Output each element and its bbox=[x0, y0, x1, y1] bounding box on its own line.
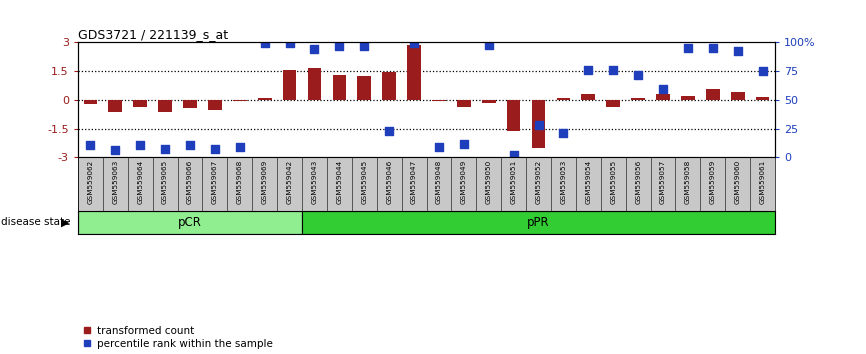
Bar bbox=[507, 100, 520, 131]
Bar bbox=[681, 96, 695, 100]
Bar bbox=[581, 94, 595, 100]
Bar bbox=[233, 100, 247, 101]
Text: GSM559067: GSM559067 bbox=[212, 160, 218, 204]
Bar bbox=[302, 211, 775, 234]
Point bbox=[282, 41, 296, 46]
Text: GSM559069: GSM559069 bbox=[262, 160, 268, 204]
Text: GSM559054: GSM559054 bbox=[585, 160, 591, 204]
Bar bbox=[208, 100, 222, 110]
Point bbox=[656, 86, 670, 92]
Point bbox=[557, 130, 571, 136]
Text: pCR: pCR bbox=[178, 216, 202, 229]
Bar bbox=[382, 72, 396, 100]
Point bbox=[731, 48, 745, 54]
Legend: transformed count, percentile rank within the sample: transformed count, percentile rank withi… bbox=[83, 326, 273, 349]
Point bbox=[756, 68, 770, 74]
Bar bbox=[557, 98, 571, 100]
Text: GSM559044: GSM559044 bbox=[336, 160, 342, 204]
Point bbox=[258, 41, 272, 46]
Bar bbox=[731, 92, 745, 100]
Point bbox=[133, 142, 147, 148]
Point bbox=[432, 144, 446, 149]
Bar bbox=[258, 98, 272, 100]
Text: disease state: disease state bbox=[1, 217, 70, 227]
Text: pPR: pPR bbox=[527, 216, 550, 229]
Bar bbox=[158, 100, 172, 112]
Point bbox=[706, 45, 720, 51]
Text: GSM559056: GSM559056 bbox=[635, 160, 641, 204]
Bar bbox=[481, 100, 495, 103]
Bar bbox=[606, 100, 620, 107]
Point bbox=[507, 153, 520, 158]
Bar bbox=[656, 94, 670, 100]
Text: GSM559047: GSM559047 bbox=[411, 160, 417, 204]
Text: GSM559057: GSM559057 bbox=[660, 160, 666, 204]
Point bbox=[481, 42, 495, 48]
Text: GSM559055: GSM559055 bbox=[611, 160, 617, 204]
Text: GSM559066: GSM559066 bbox=[187, 160, 193, 204]
Bar bbox=[307, 68, 321, 100]
Point bbox=[681, 45, 695, 51]
Bar bbox=[358, 76, 372, 100]
Text: GSM559062: GSM559062 bbox=[87, 160, 94, 204]
Bar bbox=[183, 100, 197, 108]
Point bbox=[407, 41, 421, 46]
Bar bbox=[532, 100, 546, 148]
Bar bbox=[631, 98, 645, 100]
Text: GSM559061: GSM559061 bbox=[759, 160, 766, 204]
Point bbox=[158, 146, 172, 152]
Text: GSM559068: GSM559068 bbox=[236, 160, 242, 204]
Point bbox=[382, 129, 396, 134]
Text: GSM559063: GSM559063 bbox=[113, 160, 119, 204]
Point bbox=[457, 141, 471, 147]
Point bbox=[631, 72, 645, 78]
Text: GSM559045: GSM559045 bbox=[361, 160, 367, 204]
Bar bbox=[83, 100, 97, 104]
Bar bbox=[108, 100, 122, 112]
Bar bbox=[457, 100, 471, 107]
Bar bbox=[133, 100, 147, 107]
Text: GSM559046: GSM559046 bbox=[386, 160, 392, 204]
Point bbox=[307, 46, 321, 52]
Text: GSM559058: GSM559058 bbox=[685, 160, 691, 204]
Bar bbox=[706, 89, 720, 100]
Text: GSM559065: GSM559065 bbox=[162, 160, 168, 204]
Point bbox=[108, 147, 122, 152]
Bar bbox=[282, 70, 296, 100]
Bar bbox=[432, 100, 446, 101]
Point bbox=[581, 67, 595, 73]
Point bbox=[532, 122, 546, 127]
Point bbox=[208, 146, 222, 152]
Text: GSM559064: GSM559064 bbox=[137, 160, 143, 204]
Point bbox=[333, 44, 346, 49]
Text: GSM559053: GSM559053 bbox=[560, 160, 566, 204]
Text: GSM559043: GSM559043 bbox=[312, 160, 318, 204]
Text: GSM559050: GSM559050 bbox=[486, 160, 492, 204]
Bar bbox=[407, 45, 421, 100]
Point bbox=[358, 44, 372, 49]
Point bbox=[183, 142, 197, 148]
Point bbox=[83, 142, 97, 148]
Point bbox=[233, 144, 247, 149]
Bar bbox=[756, 97, 770, 100]
Text: GSM559059: GSM559059 bbox=[710, 160, 716, 204]
Text: GSM559060: GSM559060 bbox=[734, 160, 740, 204]
Text: GSM559051: GSM559051 bbox=[511, 160, 517, 204]
Point bbox=[606, 67, 620, 73]
Text: GSM559048: GSM559048 bbox=[436, 160, 442, 204]
Text: GDS3721 / 221139_s_at: GDS3721 / 221139_s_at bbox=[78, 28, 228, 41]
Text: GSM559052: GSM559052 bbox=[535, 160, 541, 204]
Text: GSM559042: GSM559042 bbox=[287, 160, 293, 204]
Text: ▶: ▶ bbox=[61, 217, 69, 227]
Bar bbox=[78, 211, 302, 234]
Text: GSM559049: GSM559049 bbox=[461, 160, 467, 204]
Bar bbox=[333, 75, 346, 100]
